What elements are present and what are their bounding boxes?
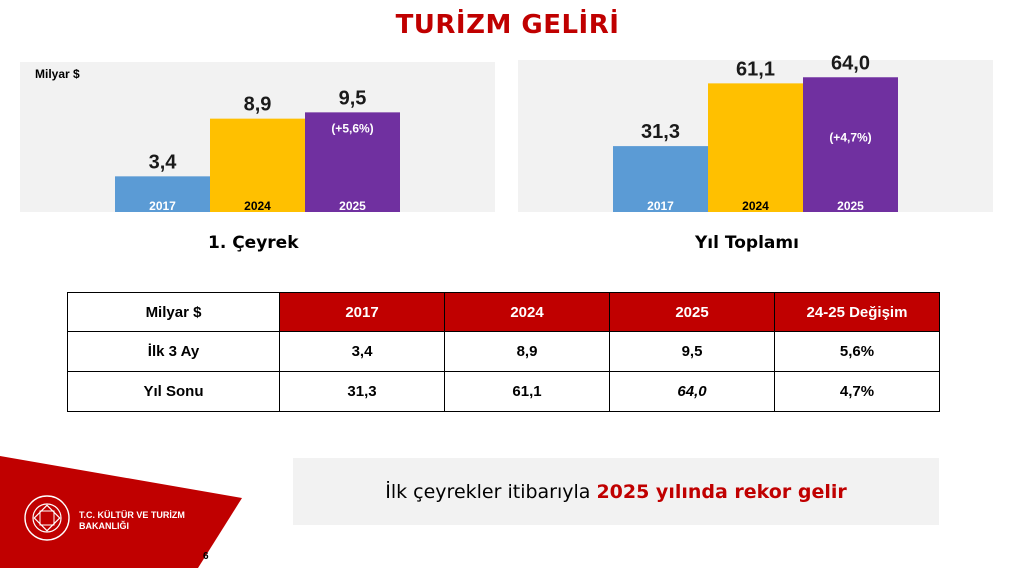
year-value-label-2024: 61,1 (736, 58, 775, 80)
year-value-label-2025: 64,0 (831, 52, 870, 74)
page-title: TURİZM GELİRİ (395, 10, 620, 40)
table-cell: 9,5 (609, 331, 775, 372)
table-header-change: 24-25 Değişim (774, 292, 940, 332)
revenue-table: Milyar $ 2017 2024 2025 24-25 Değişim İl… (67, 292, 940, 412)
table-row: İlk 3 Ay 3,4 8,9 9,5 5,6% (67, 331, 940, 372)
banner-highlight: 2025 yılında rekor gelir (596, 480, 847, 503)
ministry-name-line1: T.C. KÜLTÜR VE TURİZM (79, 510, 185, 520)
year-bar-chart: 31,3 2017 61,1 2024 64,0 2025 (+4,7%) (613, 52, 898, 213)
ministry-name: T.C. KÜLTÜR VE TURİZM BAKANLIĞI (79, 510, 185, 532)
table-row: Yıl Sonu 31,3 61,1 64,0 4,7% (67, 371, 940, 412)
ministry-name-line2: BAKANLIĞI (79, 521, 129, 531)
table-cell: 61,1 (444, 371, 610, 412)
q1-category-label-2017: 2017 (149, 199, 176, 213)
q1-bar-chart: 3,4 2017 8,9 2024 9,5 2025 (+5,6%) (115, 87, 400, 213)
table-header-row: Milyar $ 2017 2024 2025 24-25 Değişim (67, 292, 940, 332)
table-cell: 4,7% (774, 371, 940, 412)
ministry-logo-icon (24, 495, 70, 541)
q1-bar-2017 (115, 176, 210, 212)
table-row-label: İlk 3 Ay (67, 331, 280, 372)
year-category-label-2017: 2017 (647, 199, 674, 213)
q1-chart-panel: 3,4 2017 8,9 2024 9,5 2025 (+5,6%) (20, 62, 495, 213)
q1-category-label-2025: 2025 (339, 199, 366, 213)
q1-value-label-2017: 3,4 (149, 151, 178, 173)
table-cell: 3,4 (279, 331, 445, 372)
q1-chart-title: 1. Çeyrek (208, 233, 299, 253)
year-bar-2024 (708, 83, 803, 212)
year-category-label-2024: 2024 (742, 199, 769, 213)
year-change-annotation: (+4,7%) (829, 130, 871, 144)
year-bar-2025 (803, 77, 898, 212)
table-header-2017: 2017 (279, 292, 445, 332)
table-row-label: Yıl Sonu (67, 371, 280, 412)
table-cell: 5,6% (774, 331, 940, 372)
table-header-2024: 2024 (444, 292, 610, 332)
table-header-2025: 2025 (609, 292, 775, 332)
page-number: 6 (203, 551, 209, 562)
table-cell: 31,3 (279, 371, 445, 412)
year-value-label-2017: 31,3 (641, 121, 680, 143)
q1-bar-2025 (305, 112, 400, 212)
q1-value-label-2024: 8,9 (244, 94, 272, 116)
year-chart-title: Yıl Toplamı (695, 233, 799, 253)
q1-bar-2024 (210, 118, 305, 212)
q1-category-label-2024: 2024 (244, 199, 271, 213)
year-category-label-2025: 2025 (837, 199, 864, 213)
table-cell: 8,9 (444, 331, 610, 372)
q1-value-label-2025: 9,5 (339, 87, 367, 109)
q1-change-annotation: (+5,6%) (331, 121, 373, 135)
banner-text: İlk çeyrekler itibarıyla (385, 480, 591, 503)
table-cell: 64,0 (609, 371, 775, 412)
year-chart-panel: 31,3 2017 61,1 2024 64,0 2025 (+4,7%) (518, 52, 993, 213)
ministry-flag (0, 456, 242, 568)
table-corner-header: Milyar $ (67, 292, 280, 332)
record-revenue-banner: İlk çeyrekler itibarıyla 2025 yılında re… (293, 458, 939, 525)
q1-unit-label: Milyar $ (35, 67, 80, 81)
year-bar-2017 (613, 146, 708, 212)
